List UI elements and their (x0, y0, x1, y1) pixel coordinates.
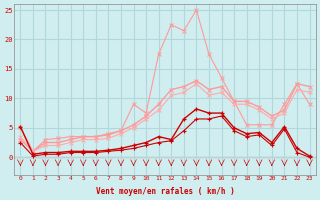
X-axis label: Vent moyen/en rafales ( km/h ): Vent moyen/en rafales ( km/h ) (96, 187, 234, 196)
